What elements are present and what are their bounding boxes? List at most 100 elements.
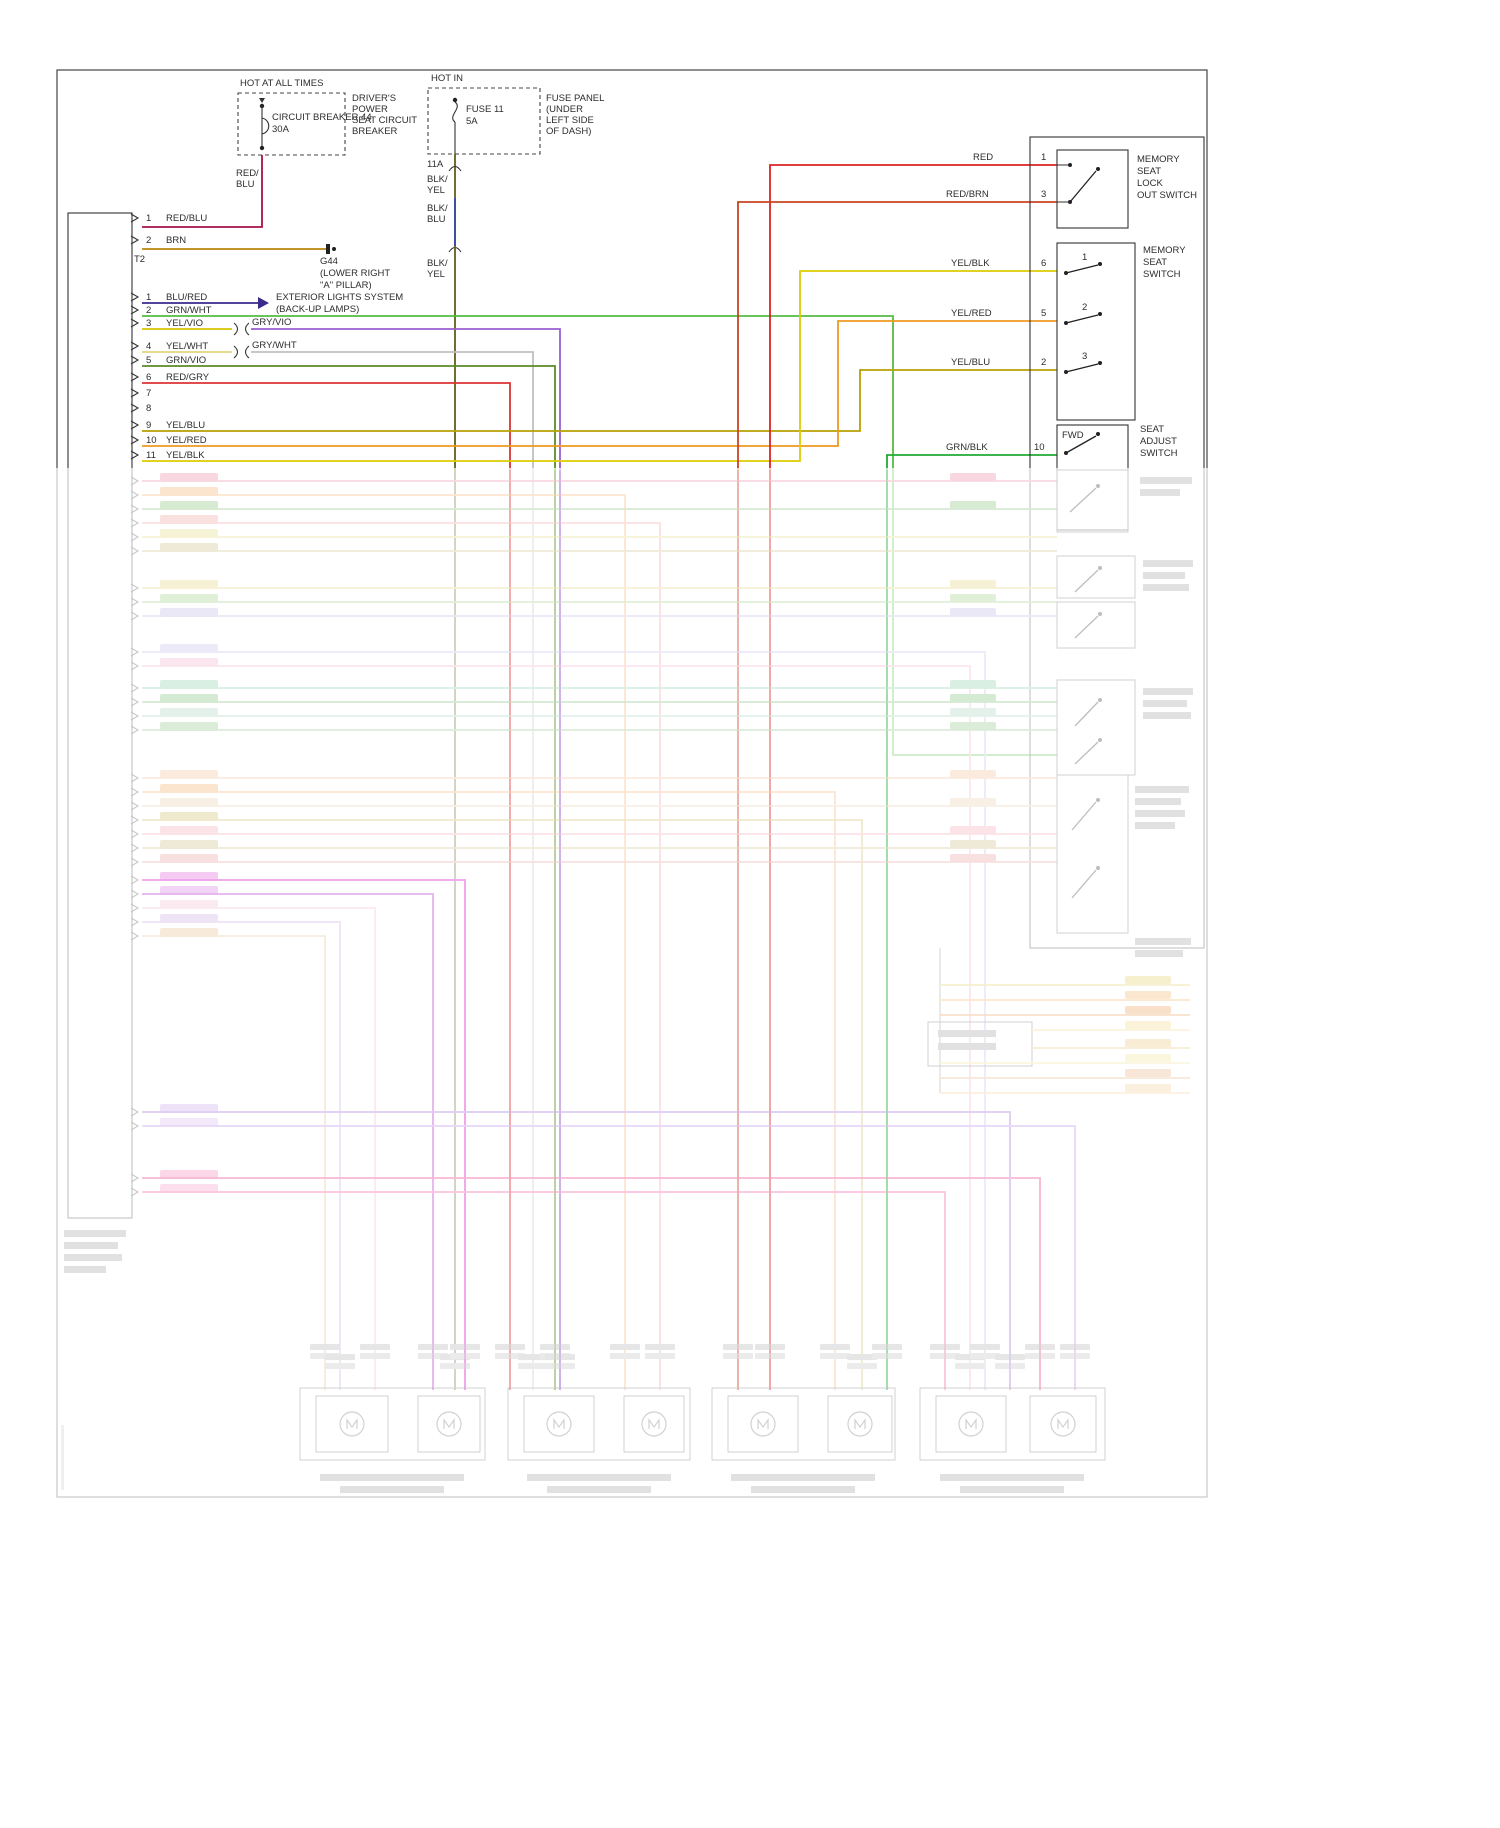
wire-label: YEL (427, 269, 445, 280)
hot-at-all-times-label: HOT AT ALL TIMES (240, 78, 323, 89)
ground-label: G44 (320, 256, 338, 267)
splice-icon (244, 322, 250, 336)
fuse-rating: 5A (466, 116, 478, 127)
pin-number: 10 (1034, 442, 1045, 453)
pin-number: 9 (146, 420, 151, 431)
pin-label: RED/GRY (166, 372, 210, 383)
faded-watermark-veil (55, 468, 1211, 1508)
pin-label: GRN/VIO (166, 355, 206, 366)
switch-title: ADJUST (1140, 436, 1177, 447)
pin-number: 2 (1041, 357, 1046, 368)
pin-number: 7 (146, 388, 151, 399)
wire-label: YEL/BLK (951, 258, 990, 269)
exterior-lights-label: (BACK-UP LAMPS) (276, 304, 359, 315)
pin-label: BRN (166, 235, 186, 246)
switch-arm-icon (1069, 170, 1097, 203)
switch-title: SEAT (1143, 257, 1167, 268)
pin-number: 8 (146, 403, 151, 414)
fuse-box (427, 87, 541, 155)
pin-label: YEL/RED (166, 435, 207, 446)
contact-number: 1 (1082, 252, 1087, 263)
pin-number: 11 (146, 450, 156, 461)
pin-label: RED/BLU (166, 213, 207, 224)
power-source-fuse: HOT IN FUSE 11 5A FUSE PANEL (UNDER LEFT… (427, 73, 604, 155)
wire-label: BLK/ (427, 258, 448, 269)
feed-arrow-icon (259, 98, 265, 103)
wire-yel-blk (142, 270, 1057, 462)
wire-label: GRN/BLK (946, 442, 988, 453)
pin-number: 3 (1041, 189, 1046, 200)
circuit-breaker-rating: 30A (272, 124, 290, 135)
fuse-label: FUSE 11 (466, 104, 504, 115)
pin-number: 6 (146, 372, 151, 383)
pin-label: BLU/RED (166, 292, 207, 303)
wire-label: GRY/WHT (252, 340, 297, 351)
connector-designator: T2 (134, 254, 145, 265)
connector-joint-icon (448, 165, 462, 172)
switch-title: SWITCH (1140, 448, 1178, 459)
switch-title: OUT SWITCH (1137, 190, 1197, 201)
punch-through-wires-faint (509, 470, 888, 1390)
fuse-side-label: (UNDER (546, 104, 583, 115)
splice-icon (233, 345, 239, 359)
fwd-label: FWD (1062, 430, 1084, 441)
switch-title: MEMORY (1143, 245, 1186, 256)
wire-label: GRY/VIO (252, 317, 291, 328)
pin-label: YEL/WHT (166, 341, 208, 352)
fuse-side-label: FUSE PANEL (546, 93, 604, 104)
contact-number: 2 (1082, 302, 1087, 313)
pin-label: YEL/BLU (166, 420, 205, 431)
wire-label: BLK/ (427, 174, 448, 185)
wire-label: BLU (427, 214, 446, 225)
pin-number: 5 (146, 355, 151, 366)
circuit-breaker-label: CIRCUIT BREAKER 44 (272, 112, 372, 123)
wire-label: YEL/BLU (951, 357, 990, 368)
wire-label: RED/ (236, 168, 259, 179)
switch-title: SEAT (1140, 424, 1164, 435)
wire-red-blu (142, 155, 263, 228)
pin-label: YEL/VIO (166, 318, 203, 329)
pin-number: 4 (146, 341, 151, 352)
breaker-side-label: DRIVER'S (352, 93, 396, 104)
pin-number: 1 (146, 213, 151, 224)
pin-number: 1 (146, 292, 151, 303)
pin-number: 10 (146, 435, 157, 446)
pin-number: 1 (1041, 152, 1046, 163)
pin-label: YEL/BLK (166, 450, 205, 461)
circuit-breaker-box (237, 92, 346, 156)
switch-title: MEMORY (1137, 154, 1180, 165)
arrow-icon (258, 297, 269, 309)
memory-seat-switch-box (1056, 242, 1136, 421)
wire-label: RED/BRN (946, 189, 989, 200)
ground-label: (LOWER RIGHT (320, 268, 390, 279)
pin-number: 2 (146, 235, 151, 246)
wire-label: YEL (427, 185, 445, 196)
breaker-side-label: SEAT CIRCUIT (352, 115, 417, 126)
power-source-circuit-breaker: HOT AT ALL TIMES CIRCUIT BREAKER 44 30A … (237, 78, 417, 156)
switch-title: SWITCH (1143, 269, 1181, 280)
memory-seat-lockout-switch-box (1056, 149, 1129, 229)
breaker-side-label: POWER (352, 104, 388, 115)
switch-title: LOCK (1137, 178, 1164, 189)
wire-label: BLK/ (427, 203, 448, 214)
wire-label: BLU (236, 179, 255, 190)
splice-icon (244, 345, 250, 359)
splice-icon (233, 322, 239, 336)
fuse-side-label: OF DASH) (546, 126, 591, 137)
pin-number: 2 (146, 305, 151, 316)
wire-yel-red (142, 320, 1057, 447)
wire-label: YEL/RED (951, 308, 992, 319)
wire-yel-blu (142, 369, 1057, 432)
fuse-side-label: LEFT SIDE (546, 115, 594, 126)
ground-terminal-icon (326, 244, 330, 254)
pin-number: 3 (146, 318, 151, 329)
switch-title: SEAT (1137, 166, 1161, 177)
pin-number: 5 (1041, 308, 1046, 319)
ground-label: "A" PILLAR) (320, 280, 372, 291)
punch-through-wires (142, 470, 1076, 1390)
breaker-side-label: BREAKER (352, 126, 398, 137)
hot-in-label: HOT IN (431, 73, 463, 84)
pin-number: 6 (1041, 258, 1046, 269)
